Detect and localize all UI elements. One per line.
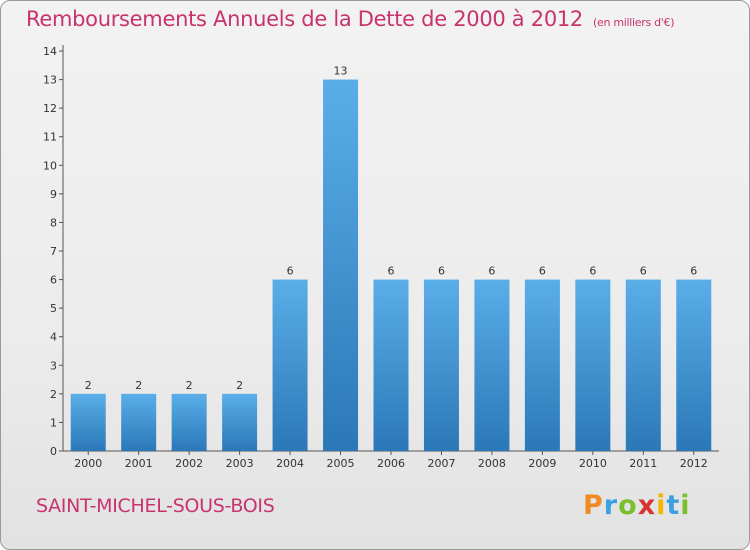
logo-letter: i xyxy=(680,490,691,521)
bar xyxy=(323,79,359,452)
x-tick-label: 2002 xyxy=(175,457,203,470)
city-name: SAINT-MICHEL-SOUS-BOIS xyxy=(36,495,275,517)
bar xyxy=(423,279,459,451)
bar xyxy=(272,279,308,451)
bar xyxy=(171,393,207,451)
bar xyxy=(121,393,157,451)
bar xyxy=(222,393,258,451)
y-tick-label: 6 xyxy=(50,274,57,287)
y-tick-label: 12 xyxy=(43,102,57,115)
bar xyxy=(70,393,106,451)
x-tick-label: 2010 xyxy=(579,457,607,470)
logo-letter: r xyxy=(603,490,619,521)
x-tick-label: 2006 xyxy=(377,457,405,470)
y-tick-label: 9 xyxy=(50,188,57,201)
bar-value-label: 6 xyxy=(287,265,294,278)
bar-value-label: 6 xyxy=(388,265,395,278)
y-tick-label: 1 xyxy=(50,416,57,429)
logo-letter: x xyxy=(637,490,657,521)
chart-subtitle: (en milliers d'€) xyxy=(593,16,675,29)
x-tick-label: 2000 xyxy=(74,457,102,470)
chart-title: Remboursements Annuels de la Dette de 20… xyxy=(26,7,674,31)
bar-value-label: 6 xyxy=(640,265,647,278)
x-tick-label: 2005 xyxy=(327,457,355,470)
x-tick-label: 2012 xyxy=(680,457,708,470)
title-text: Remboursements Annuels de la Dette de 20… xyxy=(26,7,583,31)
bar xyxy=(575,279,611,451)
bar xyxy=(373,279,409,451)
bar-value-label: 2 xyxy=(236,379,243,392)
bar xyxy=(524,279,560,451)
y-tick-label: 4 xyxy=(50,331,57,344)
logo-letter: P xyxy=(583,490,604,521)
x-tick-label: 2003 xyxy=(226,457,254,470)
bar xyxy=(625,279,661,451)
bar-value-label: 2 xyxy=(186,379,193,392)
y-tick-label: 3 xyxy=(50,359,57,372)
y-tick-label: 5 xyxy=(50,302,57,315)
bar xyxy=(474,279,510,451)
bar xyxy=(676,279,712,451)
logo-letter: i xyxy=(656,490,667,521)
y-tick-label: 10 xyxy=(43,159,57,172)
y-tick-label: 8 xyxy=(50,216,57,229)
y-tick-label: 0 xyxy=(50,445,57,458)
x-tick-label: 2011 xyxy=(629,457,657,470)
logo-letter: o xyxy=(618,490,638,521)
y-tick-label: 2 xyxy=(50,388,57,401)
x-tick-label: 2008 xyxy=(478,457,506,470)
x-tick-label: 2004 xyxy=(276,457,304,470)
bar-value-label: 2 xyxy=(85,379,92,392)
bar-value-label: 6 xyxy=(589,265,596,278)
bar-value-label: 6 xyxy=(539,265,546,278)
bar-value-label: 6 xyxy=(488,265,495,278)
x-tick-label: 2007 xyxy=(427,457,455,470)
y-tick-label: 11 xyxy=(43,131,57,144)
y-tick-label: 7 xyxy=(50,245,57,258)
bar-value-label: 6 xyxy=(438,265,445,278)
x-tick-label: 2009 xyxy=(528,457,556,470)
bar-value-label: 2 xyxy=(135,379,142,392)
logo-letter: t xyxy=(666,490,681,521)
y-tick-label: 14 xyxy=(43,45,57,58)
x-tick-label: 2001 xyxy=(125,457,153,470)
bar-value-label: 6 xyxy=(690,265,697,278)
bar-value-label: 13 xyxy=(334,65,348,78)
proxiti-logo: Proxiti xyxy=(583,490,691,521)
y-tick-label: 13 xyxy=(43,74,57,87)
